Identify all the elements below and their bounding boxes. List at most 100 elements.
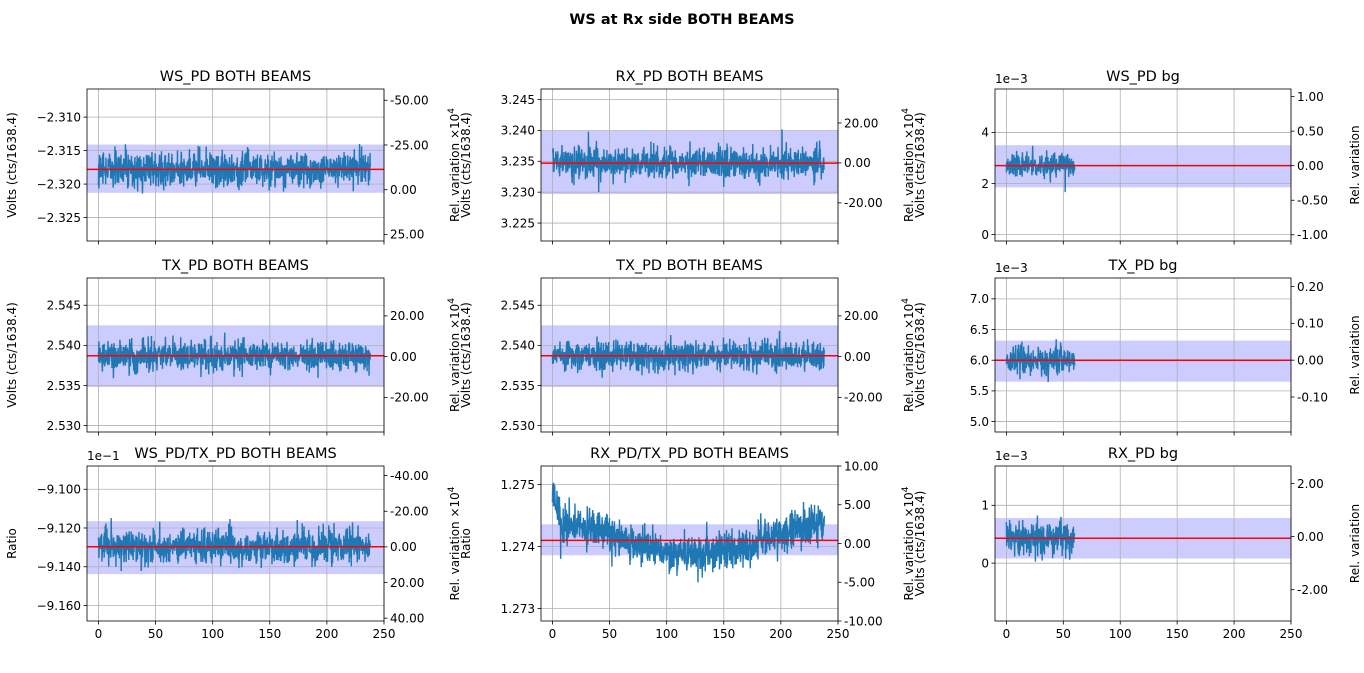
y2-axis-label-text: Rel. variation ×10	[902, 114, 916, 222]
y-axis-label: Volts (cts/1638.4)	[459, 302, 473, 408]
subplot-tx-pd-bg: 5.0 5.5 6.0 6.5 7.0 -0.10 0.00 0.10 0.20 TX_PD bg…	[913, 258, 1362, 436]
y2-tick-label: 5.00	[844, 498, 871, 512]
x-tick-label: 200	[315, 627, 338, 641]
y2-tick-label: 0.20	[1297, 280, 1324, 294]
y-tick-label: 2.545	[501, 299, 535, 313]
y2-tick-label: 0.00	[390, 350, 417, 364]
y-tick-label: 2	[981, 177, 989, 191]
x-tick-label: 250	[373, 627, 396, 641]
y-tick-label: 7.0	[970, 292, 989, 306]
y2-axis-label: Rel. variation	[1348, 125, 1362, 204]
x-tick-label: 250	[1280, 627, 1303, 641]
subplot-ws-pd-both: −2.310 −2.315 −2.320 −2.325 -50.00 -25.00 0.00…	[5, 69, 462, 245]
subplot-tx-pd-both-left: 2.530 2.535 2.540 2.545 -20.00 0.00 20.00 TX_PD…	[5, 258, 462, 436]
x-tick-label: 250	[827, 627, 850, 641]
x-tick-label: 200	[1223, 627, 1246, 641]
y2-tick-label: -20.00	[844, 391, 883, 405]
y-tick-label: 1.274	[501, 540, 535, 554]
y2-axis-label-exponent: 4	[447, 108, 457, 114]
subplot-title: WS_PD bg	[1106, 69, 1180, 85]
subplot-title: TX_PD bg	[1108, 258, 1178, 274]
y-axis-label: Volts (cts/1638.4)	[913, 112, 927, 218]
y-tick-label: 3.230	[501, 185, 535, 199]
y-tick-label: −2.320	[37, 177, 81, 191]
y2-tick-label: 0.00	[844, 350, 871, 364]
y-axis-label: Ratio	[5, 528, 19, 559]
y2-tick-label: 25.00	[390, 228, 424, 242]
y2-tick-label: 0.00	[844, 537, 871, 551]
x-tick-label: 50	[148, 627, 163, 641]
y-tick-label: 3.225	[501, 216, 535, 230]
signal-trace	[1005, 145, 1076, 193]
subplot-title: TX_PD BOTH BEAMS	[161, 258, 309, 274]
y-tick-label: −9.120	[37, 521, 81, 535]
y2-axis-label-text: Rel. variation	[1348, 125, 1362, 204]
y2-tick-label: -5.00	[844, 576, 875, 590]
y2-axis-label-exponent: 4	[901, 108, 911, 114]
subplot-title: TX_PD BOTH BEAMS	[615, 258, 763, 274]
x-tick-label: 50	[1056, 627, 1071, 641]
y-tick-label: −9.160	[37, 599, 81, 613]
y2-tick-label: -0.10	[1297, 390, 1328, 404]
y2-axis-label: Rel. variation ×104	[901, 486, 916, 600]
x-tick-label: 50	[602, 627, 617, 641]
y-tick-label: 6.5	[970, 323, 989, 337]
y2-tick-label: 20.00	[844, 309, 878, 323]
y-tick-label: 3.245	[501, 93, 535, 107]
y2-axis-label: Rel. variation ×104	[901, 298, 916, 412]
y-tick-label: 2.530	[47, 419, 81, 433]
y2-tick-label: 40.00	[390, 611, 424, 625]
y-tick-label: −9.100	[37, 483, 81, 497]
y-tick-label: 2.545	[47, 299, 81, 313]
y-tick-label: 4	[981, 126, 989, 140]
y2-tick-label: 0.00	[1297, 530, 1324, 544]
y-tick-label: 2.540	[501, 339, 535, 353]
y-axis-label: Volts (cts/1638.4)	[459, 112, 473, 218]
y2-tick-label: -25.00	[390, 138, 429, 152]
signal-trace	[97, 332, 371, 379]
x-tick-label: 150	[1166, 627, 1189, 641]
y-tick-label: 2.535	[501, 379, 535, 393]
y2-tick-label: 20.00	[390, 576, 424, 590]
y2-tick-label: -2.00	[1297, 583, 1328, 597]
y-tick-label: 0	[981, 228, 989, 242]
axes-frame	[86, 88, 385, 242]
subplot-tx-pd-both-mid: 2.530 2.535 2.540 2.545 -20.00 0.00 20.00 TX_PD…	[459, 258, 916, 436]
y-tick-label: 6.0	[970, 354, 989, 368]
x-tick-label: 0	[95, 627, 103, 641]
y2-axis-label: Rel. variation ×104	[901, 108, 916, 222]
axes-frame	[540, 277, 839, 433]
y2-tick-label: -0.50	[1297, 194, 1328, 208]
y-tick-label: 2.530	[501, 419, 535, 433]
y2-tick-label: -20.00	[844, 196, 883, 210]
offset-label: 1e−3	[995, 449, 1028, 463]
y2-tick-label: 10.00	[844, 459, 878, 473]
y2-axis-label-text: Rel. variation	[1348, 504, 1362, 583]
y-tick-label: −9.140	[37, 560, 81, 574]
y2-tick-label: -50.00	[390, 94, 429, 108]
subplot-title: RX_PD/TX_PD BOTH BEAMS	[590, 446, 789, 462]
y2-axis-label-text: Rel. variation ×10	[902, 304, 916, 412]
y2-axis-label-exponent: 4	[901, 486, 911, 492]
y-axis-label: Ratio	[459, 528, 473, 559]
subplot-rx-pd-both: 3.225 3.230 3.235 3.240 3.245 -20.00 0.00 20.00…	[459, 69, 916, 245]
y2-tick-label: 0.00	[390, 540, 417, 554]
y-tick-label: 5.5	[970, 384, 989, 398]
x-tick-label: 0	[1003, 627, 1011, 641]
axes-frame	[86, 277, 385, 433]
offset-label: 1e−1	[87, 449, 120, 463]
y2-axis-label-text: Rel. variation	[1348, 315, 1362, 394]
x-tick-label: 150	[712, 627, 735, 641]
y-tick-label: 3.235	[501, 155, 535, 169]
x-tick-label: 150	[258, 627, 281, 641]
offset-label: 1e−3	[995, 261, 1028, 275]
signal-trace	[1005, 515, 1076, 562]
axes-frame	[86, 465, 385, 622]
y2-tick-label: 0.50	[1297, 124, 1324, 138]
offset-label: 1e−3	[995, 72, 1028, 86]
y2-tick-label: -40.00	[390, 469, 429, 483]
y2-axis-label-text: Rel. variation ×10	[902, 492, 916, 600]
y-axis-label: Volts (cts/1638.4)	[913, 302, 927, 408]
y2-axis-label-text: Rel. variation ×10	[448, 114, 462, 222]
